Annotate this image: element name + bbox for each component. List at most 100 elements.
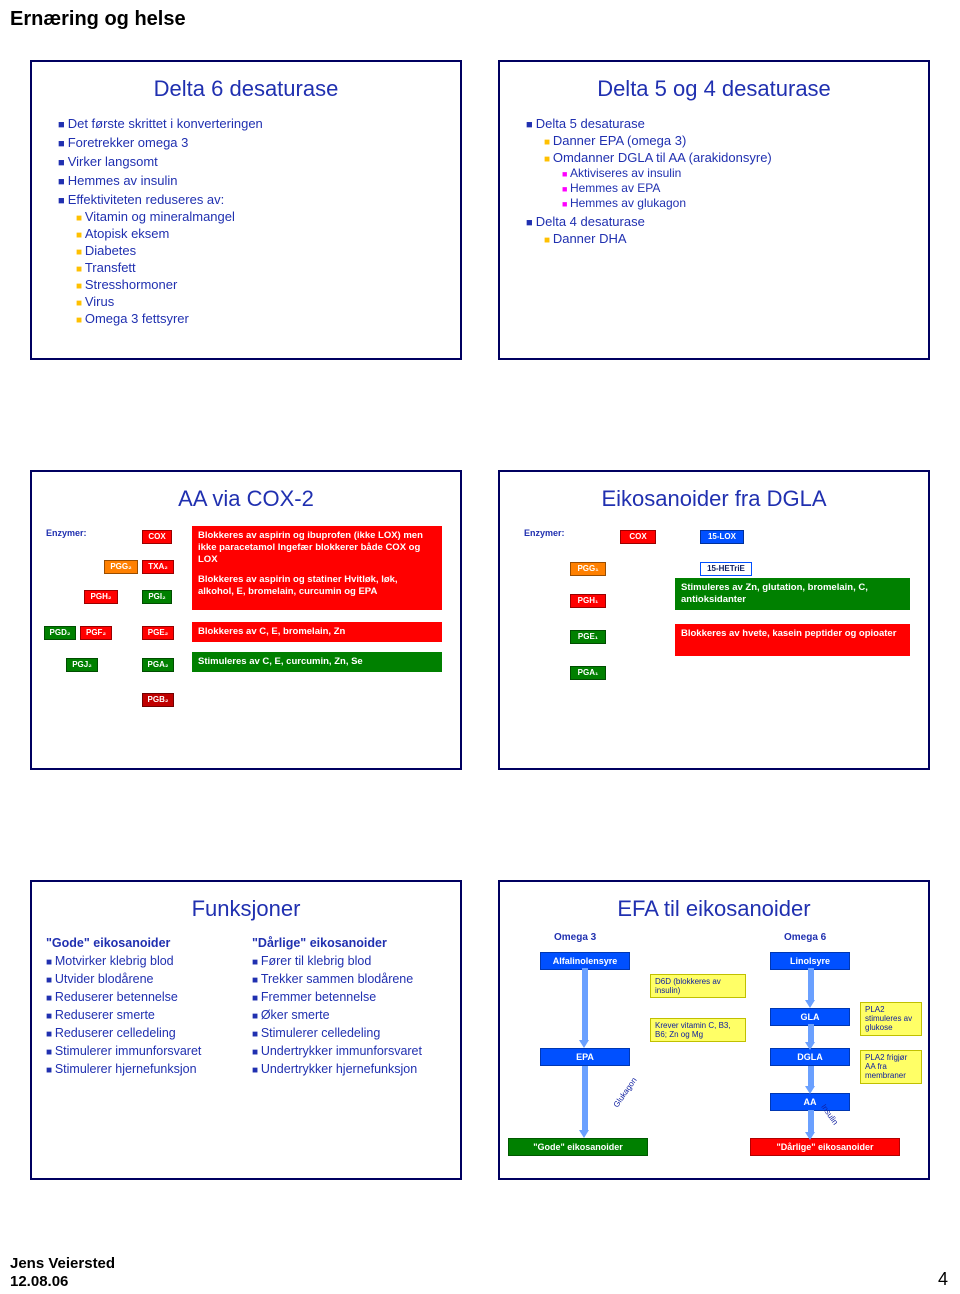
node-pgj2: PGJ₂ — [66, 658, 98, 672]
arrow-head — [805, 1132, 815, 1140]
label-glukagon: Glukagon — [612, 1076, 639, 1109]
bullet: Stimulerer hjernefunksjon — [46, 1062, 246, 1077]
note-box: PLA2 stimuleres av glukose — [860, 1002, 922, 1036]
info-box: Blokkeres av hvete, kasein peptider og o… — [675, 624, 910, 656]
info-box: Stimuleres av C, E, curcumin, Zn, Se — [192, 652, 442, 672]
node-pgh2: PGH₂ — [84, 590, 118, 604]
info-box: Blokkeres av C, E, bromelain, Zn — [192, 622, 442, 642]
node-pgg1: PGG₁ — [570, 562, 606, 576]
arrow — [808, 1024, 814, 1042]
bullet: Hemmes av insulin — [58, 173, 444, 188]
node-pge1: PGE₁ — [570, 630, 606, 644]
slide-title: Delta 5 og 4 desaturase — [516, 76, 912, 102]
bullet: Utvider blodårene — [46, 972, 246, 987]
footer-date: 12.08.06 — [10, 1273, 68, 1290]
slide-title: EFA til eikosanoider — [516, 896, 912, 922]
bullet: Øker smerte — [252, 1008, 452, 1023]
bullet: Reduserer betennelse — [46, 990, 246, 1005]
node-pgb2: PGB₂ — [142, 693, 174, 707]
bullet: Delta 5 desaturase — [526, 116, 912, 131]
arrow-head — [579, 1040, 589, 1048]
page-title: Ernæring og helse — [10, 8, 186, 31]
col-label-omega3: Omega 3 — [554, 932, 596, 943]
efa-node: DGLA — [770, 1048, 850, 1066]
slide-funksjoner: Funksjoner "Gode" eikosanoider Motvirker … — [30, 880, 462, 1180]
arrow-head — [805, 1000, 815, 1008]
bullet: Stresshormoner — [76, 277, 444, 292]
bullet: Transfett — [76, 260, 444, 275]
slide-title: Delta 6 desaturase — [48, 76, 444, 102]
diagram-panel: Enzymer: COX15-LOXPGG₁15-HETriEPGH₁PGE₁P… — [500, 518, 928, 768]
node-pgg2: PGG₂ — [104, 560, 138, 574]
slide-delta54: Delta 5 og 4 desaturase Delta 5 desatura… — [498, 60, 930, 360]
bullet: Virus — [76, 294, 444, 309]
node-cox: COX — [620, 530, 656, 544]
node-pgd2: PGD₂ — [44, 626, 76, 640]
efa-node: "Dårlige" eikosanoider — [750, 1138, 900, 1156]
node-pga2: PGA₂ — [142, 658, 174, 672]
column-heading: "Dårlige" eikosanoider — [252, 936, 452, 950]
bullet: Fører til klebrig blod — [252, 954, 452, 969]
note-box: D6D (blokkeres av insulin) — [650, 974, 746, 998]
slide-delta6: Delta 6 desaturase Det første skrittet i… — [30, 60, 462, 360]
enzymer-label: Enzymer: — [524, 528, 565, 538]
slide-title: AA via COX-2 — [48, 486, 444, 512]
note-box: Krever vitamin C, B3, B6; Zn og Mg — [650, 1018, 746, 1042]
bullet: Foretrekker omega 3 — [58, 135, 444, 150]
arrow-head — [805, 1086, 815, 1094]
slide-title: Funksjoner — [48, 896, 444, 922]
bullet: Omdanner DGLA til AA (arakidonsyre) — [544, 150, 912, 165]
bullet: Danner DHA — [544, 231, 912, 246]
bullet: Undertrykker hjernefunksjon — [252, 1062, 452, 1077]
diagram-panel: Omega 3 Omega 6 AlfalinolensyreEPA"Gode"… — [500, 928, 928, 1178]
bullet: Delta 4 desaturase — [526, 214, 912, 229]
bullet: Hemmes av glukagon — [562, 196, 912, 210]
bullet: Diabetes — [76, 243, 444, 258]
bullet: Atopisk eksem — [76, 226, 444, 241]
bullet: Det første skrittet i konverteringen — [58, 116, 444, 131]
arrow — [582, 968, 588, 1040]
arrow — [808, 1066, 814, 1086]
info-box: Blokkeres av aspirin og ibuprofen (ikke … — [192, 526, 442, 570]
bullet: Virker langsomt — [58, 154, 444, 169]
node-cox: COX — [142, 530, 172, 544]
bullet: Undertrykker immunforsvaret — [252, 1044, 452, 1059]
info-box: Blokkeres av aspirin og statiner Hvitløk… — [192, 570, 442, 610]
column-heading: "Gode" eikosanoider — [46, 936, 246, 950]
slide-title: Eikosanoider fra DGLA — [516, 486, 912, 512]
footer-page-number: 4 — [938, 1269, 948, 1290]
node-pgh1: PGH₁ — [570, 594, 606, 608]
bullet: Stimulerer celledeling — [252, 1026, 452, 1041]
slide-body: Det første skrittet i konverteringen Fore… — [48, 116, 444, 326]
slide-aa-cox2: AA via COX-2 Enzymer: COX PGG₂ TXA₂ PGH₂ PGI… — [30, 470, 462, 770]
bullet: Reduserer smerte — [46, 1008, 246, 1023]
funksjoner-right-col: "Dårlige" eikosanoider Fører til klebrig … — [252, 936, 452, 1077]
bullet: Fremmer betennelse — [252, 990, 452, 1005]
efa-node: AA — [770, 1093, 850, 1111]
arrow — [808, 968, 814, 1000]
node-pge2: PGE₂ — [142, 626, 174, 640]
node-pgf2: PGF₂ — [80, 626, 112, 640]
efa-node: EPA — [540, 1048, 630, 1066]
bullet: Effektiviteten reduseres av: — [58, 192, 444, 207]
note-box: PLA2 frigjør AA fra membraner — [860, 1050, 922, 1084]
node-txa2: TXA₂ — [142, 560, 174, 574]
funksjoner-left-col: "Gode" eikosanoider Motvirker klebrig blo… — [46, 936, 246, 1077]
node-pgi2: PGI₂ — [142, 590, 172, 604]
bullet: Motvirker klebrig blod — [46, 954, 246, 969]
arrow — [582, 1066, 588, 1130]
arrow — [808, 1110, 814, 1132]
bullet: Trekker sammen blodårene — [252, 972, 452, 987]
node-pga1: PGA₁ — [570, 666, 606, 680]
slide-efa: EFA til eikosanoider Omega 3 Omega 6 Alf… — [498, 880, 930, 1180]
enzymer-label: Enzymer: — [46, 528, 87, 538]
bullet: Hemmes av EPA — [562, 181, 912, 195]
bullet: Omega 3 fettsyrer — [76, 311, 444, 326]
bullet: Reduserer celledeling — [46, 1026, 246, 1041]
node-lox: 15-LOX — [700, 530, 744, 544]
bullet: Stimulerer immunforsvaret — [46, 1044, 246, 1059]
bullet: Danner EPA (omega 3) — [544, 133, 912, 148]
arrow-head — [579, 1130, 589, 1138]
bullet: Aktiviseres av insulin — [562, 166, 912, 180]
diagram-panel: Enzymer: COX PGG₂ TXA₂ PGH₂ PGI₂ PGD₂ PGF₂ PGE₂… — [32, 518, 460, 768]
